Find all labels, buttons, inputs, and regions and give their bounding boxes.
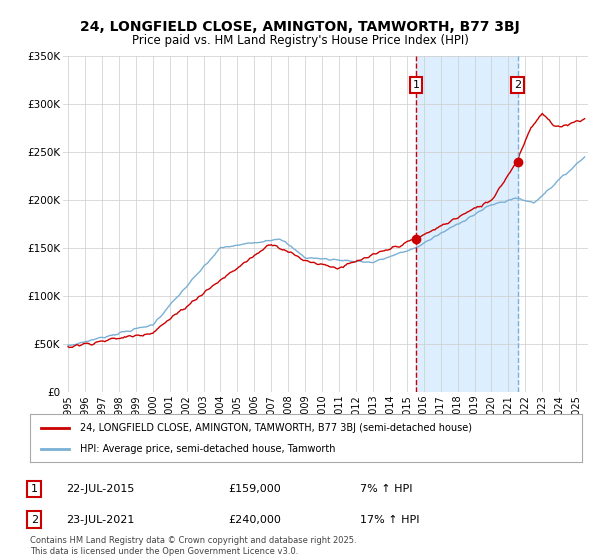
Text: 23-JUL-2021: 23-JUL-2021: [66, 515, 134, 525]
Text: Price paid vs. HM Land Registry's House Price Index (HPI): Price paid vs. HM Land Registry's House …: [131, 34, 469, 46]
Text: HPI: Average price, semi-detached house, Tamworth: HPI: Average price, semi-detached house,…: [80, 444, 335, 454]
Text: 17% ↑ HPI: 17% ↑ HPI: [360, 515, 419, 525]
Text: 22-JUL-2015: 22-JUL-2015: [66, 484, 134, 494]
Text: 2: 2: [31, 515, 38, 525]
Text: £240,000: £240,000: [228, 515, 281, 525]
Text: 1: 1: [413, 80, 419, 90]
Text: 2: 2: [514, 80, 521, 90]
Text: 1: 1: [31, 484, 38, 494]
Text: 24, LONGFIELD CLOSE, AMINGTON, TAMWORTH, B77 3BJ (semi-detached house): 24, LONGFIELD CLOSE, AMINGTON, TAMWORTH,…: [80, 423, 472, 433]
Bar: [416, 56, 518, 392]
Text: Contains HM Land Registry data © Crown copyright and database right 2025.
This d: Contains HM Land Registry data © Crown c…: [30, 536, 356, 556]
Text: 24, LONGFIELD CLOSE, AMINGTON, TAMWORTH, B77 3BJ: 24, LONGFIELD CLOSE, AMINGTON, TAMWORTH,…: [80, 20, 520, 34]
Text: 7% ↑ HPI: 7% ↑ HPI: [360, 484, 413, 494]
Text: £159,000: £159,000: [228, 484, 281, 494]
